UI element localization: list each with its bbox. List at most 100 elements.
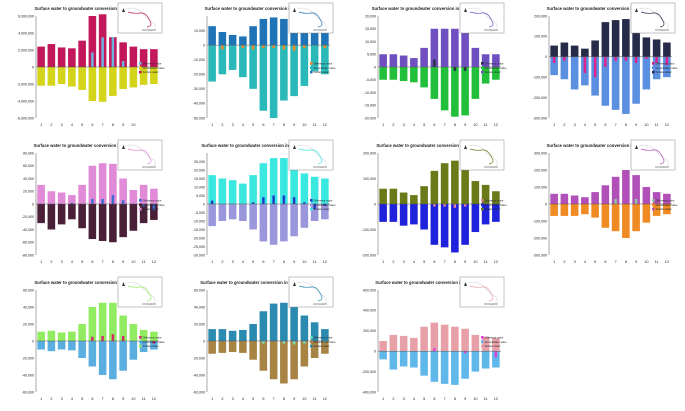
y-tick-label: -30,000 <box>193 87 205 91</box>
chart-svg: Surface water to groundwater conversion … <box>193 2 336 127</box>
bar-surface-water <box>399 335 408 352</box>
bar-surface-water <box>119 315 127 341</box>
y-tick-label: -200,000 <box>362 253 376 257</box>
bar-surface-water <box>430 28 439 67</box>
chart-panel-2: Surface water to groundwater conversion … <box>171 0 342 137</box>
legend-label: Difference value <box>314 61 333 65</box>
chart-title: Surface water to groundwater conversion … <box>201 143 313 148</box>
bar-groundwater <box>47 341 56 352</box>
legend-swatch <box>139 203 142 206</box>
bar-surface-water <box>150 49 158 67</box>
x-tick-label: 4 <box>413 123 415 127</box>
bar-surface-water <box>269 303 278 341</box>
x-tick-label: 1 <box>211 260 213 264</box>
bar-difference <box>323 204 327 206</box>
bar-groundwater <box>129 67 138 88</box>
x-tick-label: 10 <box>644 123 648 127</box>
y-tick-label: -60,000 <box>22 241 34 245</box>
x-tick-label: 11 <box>313 123 317 127</box>
x-tick-label: 10 <box>473 123 477 127</box>
bar-surface-water <box>310 176 319 204</box>
chart-panel-4: Surface water to groundwater conversion … <box>513 0 684 137</box>
bar-surface-water <box>259 311 268 341</box>
north-arrow-icon <box>635 8 638 12</box>
x-tick-label: 2 <box>221 397 223 401</box>
bar-difference <box>665 56 669 65</box>
x-tick-label: 6 <box>91 397 93 401</box>
bar-difference <box>463 351 467 354</box>
x-tick-label: 1 <box>553 123 555 127</box>
bar-groundwater <box>129 204 138 231</box>
x-tick-label: 3 <box>61 260 63 264</box>
bar-groundwater <box>78 67 86 90</box>
bar-difference <box>91 336 94 341</box>
legend-swatch <box>310 336 313 339</box>
chart-svg: Surface water to groundwater conversion … <box>193 139 336 264</box>
bar-surface-water <box>228 180 237 204</box>
bar-surface-water <box>622 19 630 57</box>
y-tick-label: 0 <box>203 339 205 343</box>
bar-groundwater <box>663 56 671 78</box>
x-tick-label: 4 <box>71 397 73 401</box>
bar-surface-water <box>88 16 97 67</box>
x-tick-label: 9 <box>122 397 124 401</box>
x-tick-label: 5 <box>594 123 596 127</box>
bar-surface-water <box>451 326 459 352</box>
legend-swatch <box>139 344 142 348</box>
bar-difference <box>111 195 115 204</box>
bar-groundwater <box>249 341 257 360</box>
bar-surface-water <box>310 32 319 46</box>
bar-groundwater <box>379 67 387 80</box>
legend-swatch <box>139 66 142 69</box>
bar-surface-water <box>249 324 257 341</box>
bar-groundwater <box>78 341 86 358</box>
x-tick-label: 10 <box>644 260 648 264</box>
bar-groundwater <box>37 204 45 224</box>
x-tick-label: 10 <box>131 397 135 401</box>
bar-groundwater <box>208 45 216 82</box>
x-tick-label: 3 <box>61 123 63 127</box>
bar-surface-water <box>239 329 247 341</box>
x-tick-label: 9 <box>635 123 637 127</box>
legend-swatch <box>481 207 484 211</box>
bar-surface-water <box>550 193 558 204</box>
y-tick-label: -40,000 <box>22 228 34 232</box>
bar-groundwater <box>399 67 408 82</box>
legend-swatch <box>652 207 655 211</box>
x-tick-label: 9 <box>122 260 124 264</box>
legend-label: Groundwater value <box>314 203 336 207</box>
x-tick-label: 12 <box>494 260 498 264</box>
bar-surface-water <box>389 188 398 204</box>
x-tick-label: 1 <box>211 123 213 127</box>
x-tick-label: 11 <box>484 397 488 401</box>
chart-panel-8: Surface water to groundwater conversion … <box>513 137 684 274</box>
inset-river <box>298 285 323 302</box>
inset-frame <box>117 139 163 171</box>
x-tick-label: 3 <box>232 397 234 401</box>
chart-title: Surface water to groundwater conversion … <box>205 6 310 11</box>
y-tick-label: 100,000 <box>534 185 547 189</box>
x-tick-label: 2 <box>50 260 52 264</box>
bar-groundwater <box>451 67 459 117</box>
x-tick-label: 4 <box>71 260 73 264</box>
bar-groundwater <box>290 341 298 380</box>
legend-swatch <box>139 70 142 74</box>
bar-surface-water <box>98 163 107 204</box>
bar-groundwater <box>632 56 640 104</box>
y-tick-label: -15,000 <box>364 104 376 108</box>
y-tick-label: -400,000 <box>362 390 376 394</box>
x-tick-label: 1 <box>382 397 384 401</box>
bar-groundwater <box>139 67 148 85</box>
bar-groundwater <box>560 56 569 80</box>
bar-groundwater <box>269 45 278 119</box>
bar-surface-water <box>451 160 459 204</box>
bar-difference <box>282 195 286 204</box>
inset-frame <box>459 2 505 34</box>
bar-surface-water <box>399 192 408 204</box>
legend-label: Surface water <box>143 70 159 74</box>
y-tick-label: 0 <box>374 350 376 354</box>
bar-surface-water <box>57 332 66 341</box>
